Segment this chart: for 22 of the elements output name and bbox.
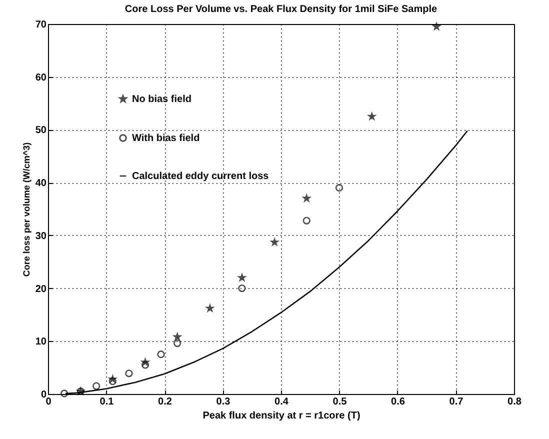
x-tick-label: 0.6 xyxy=(391,396,406,408)
legend-label: Calculated eddy current loss xyxy=(132,171,270,182)
y-tick-label: 50 xyxy=(35,125,47,136)
x-axis-title: Peak flux density at r = r1core (T) xyxy=(202,410,360,422)
x-tick-label: 0.2 xyxy=(158,396,172,408)
chart-title: Core Loss Per Volume vs. Peak Flux Density for 1mil SiFe Sample xyxy=(124,4,438,15)
y-tick-label: 60 xyxy=(35,72,47,84)
x-tick-label: 0.3 xyxy=(216,396,231,408)
x-tick-label: 0.5 xyxy=(332,396,348,408)
legend-label: No bias field xyxy=(132,94,192,105)
x-tick-label: 0.4 xyxy=(274,396,289,408)
y-tick-label: 0 xyxy=(40,390,47,400)
y-tick-label: 10 xyxy=(35,336,47,348)
y-axis-title: Core loss per volume (W/cm^3) xyxy=(21,142,32,277)
y-tick-label: 20 xyxy=(35,284,47,295)
x-tick-label: 0.7 xyxy=(449,396,464,408)
x-tick-label: 0.8 xyxy=(508,396,522,408)
legend-label: With bias field xyxy=(132,133,200,144)
y-tick-label: 30 xyxy=(35,230,47,242)
y-tick-label: 70 xyxy=(35,20,47,30)
y-tick-label: 40 xyxy=(35,178,47,190)
x-tick-label: 0.1 xyxy=(100,396,114,408)
